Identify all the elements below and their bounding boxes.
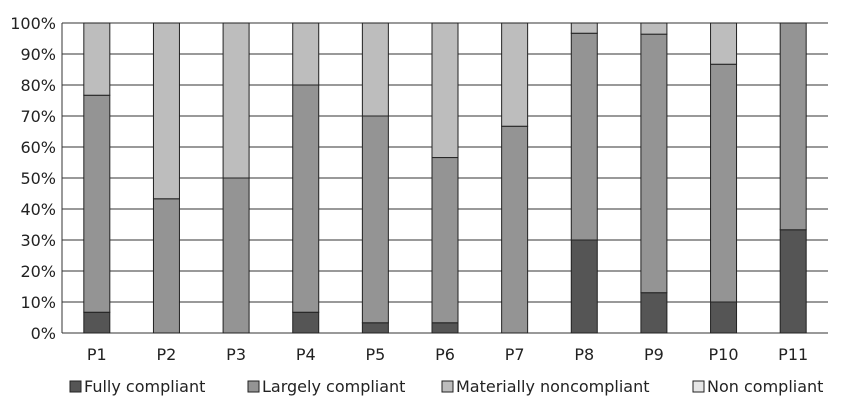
y-tick-label: 80% [20, 76, 56, 95]
legend: Fully compliant Largely compliant Material… [69, 377, 823, 396]
bar-segment-p3-series-1 [222, 177, 250, 334]
y-tick-label: 30% [20, 231, 56, 250]
y-tick-label: 60% [20, 138, 56, 157]
legend-swatch [692, 380, 705, 393]
x-tick-label: P10 [709, 345, 739, 364]
x-tick-label: P7 [505, 345, 525, 364]
bar-segment-p5-series-2 [361, 22, 389, 117]
bar-segment-p7-series-2 [501, 22, 529, 127]
x-tick-label: P11 [778, 345, 808, 364]
x-tick-label: P4 [296, 345, 316, 364]
y-tick-label: 10% [20, 293, 56, 312]
bar-segment-p9-series-1 [640, 33, 668, 294]
bar-segment-p4-series-1 [292, 84, 320, 313]
legend-swatch [247, 380, 260, 393]
bar-segment-p5-series-0 [361, 322, 389, 334]
bar-segment-p6-series-1 [431, 157, 459, 324]
y-tick-label: 50% [20, 169, 56, 188]
y-tick-label: 20% [20, 262, 56, 281]
bar-segment-p8-series-2 [570, 22, 598, 34]
legend-label: Materially noncompliant [456, 377, 650, 396]
x-tick-label: P5 [365, 345, 385, 364]
bar-segment-p1-series-1 [83, 94, 111, 313]
bar-segment-p7-series-1 [501, 125, 529, 334]
x-tick-label: P8 [574, 345, 594, 364]
bar-segment-p10-series-2 [710, 22, 738, 65]
legend-swatch [69, 380, 82, 393]
y-tick-label: 40% [20, 200, 56, 219]
bar-segment-p6-series-0 [431, 322, 459, 334]
bar-segment-p9-series-2 [640, 22, 668, 35]
bar-segment-p10-series-0 [710, 301, 738, 334]
legend-label: Fully compliant [84, 377, 205, 396]
legend-label: Non compliant [707, 377, 823, 396]
x-tick-label: P6 [435, 345, 455, 364]
x-tick-label: P1 [87, 345, 107, 364]
bar-segment-p2-series-2 [152, 22, 180, 200]
x-tick-label: P9 [644, 345, 664, 364]
bar-segment-p1-series-0 [83, 311, 111, 334]
x-tick-label: P3 [226, 345, 246, 364]
bar-segment-p4-series-0 [292, 311, 320, 334]
y-tick-label: 0% [31, 324, 56, 343]
bar-segment-p11-series-0 [779, 229, 807, 334]
legend-swatch [441, 380, 454, 393]
y-tick-label: 100% [10, 14, 56, 33]
bar-segment-p5-series-1 [361, 115, 389, 324]
y-tick-label: 70% [20, 107, 56, 126]
y-tick-label: 90% [20, 45, 56, 64]
bar-segment-p10-series-1 [710, 63, 738, 303]
bar-segment-p3-series-2 [222, 22, 250, 179]
bar-segment-p1-series-2 [83, 22, 111, 96]
bar-segment-p6-series-2 [431, 22, 459, 159]
bar-segment-p2-series-1 [152, 198, 180, 334]
y-tick-labels: 0% 10% 20% 30% 40% 50% 60% 70% 80% 90% 100% [10, 14, 56, 343]
bars [83, 22, 807, 334]
bar-segment-p9-series-0 [640, 292, 668, 334]
legend-label: Largely compliant [262, 377, 405, 396]
bar-segment-p4-series-2 [292, 22, 320, 86]
bar-segment-p8-series-1 [570, 32, 598, 241]
bar-segment-p8-series-0 [570, 239, 598, 334]
x-tick-labels: P1 P2 P3 P4 P5 P6 P7 P8 P9 P10 P11 [87, 345, 808, 364]
bar-segment-p11-series-1 [779, 22, 807, 231]
x-tick-label: P2 [157, 345, 177, 364]
